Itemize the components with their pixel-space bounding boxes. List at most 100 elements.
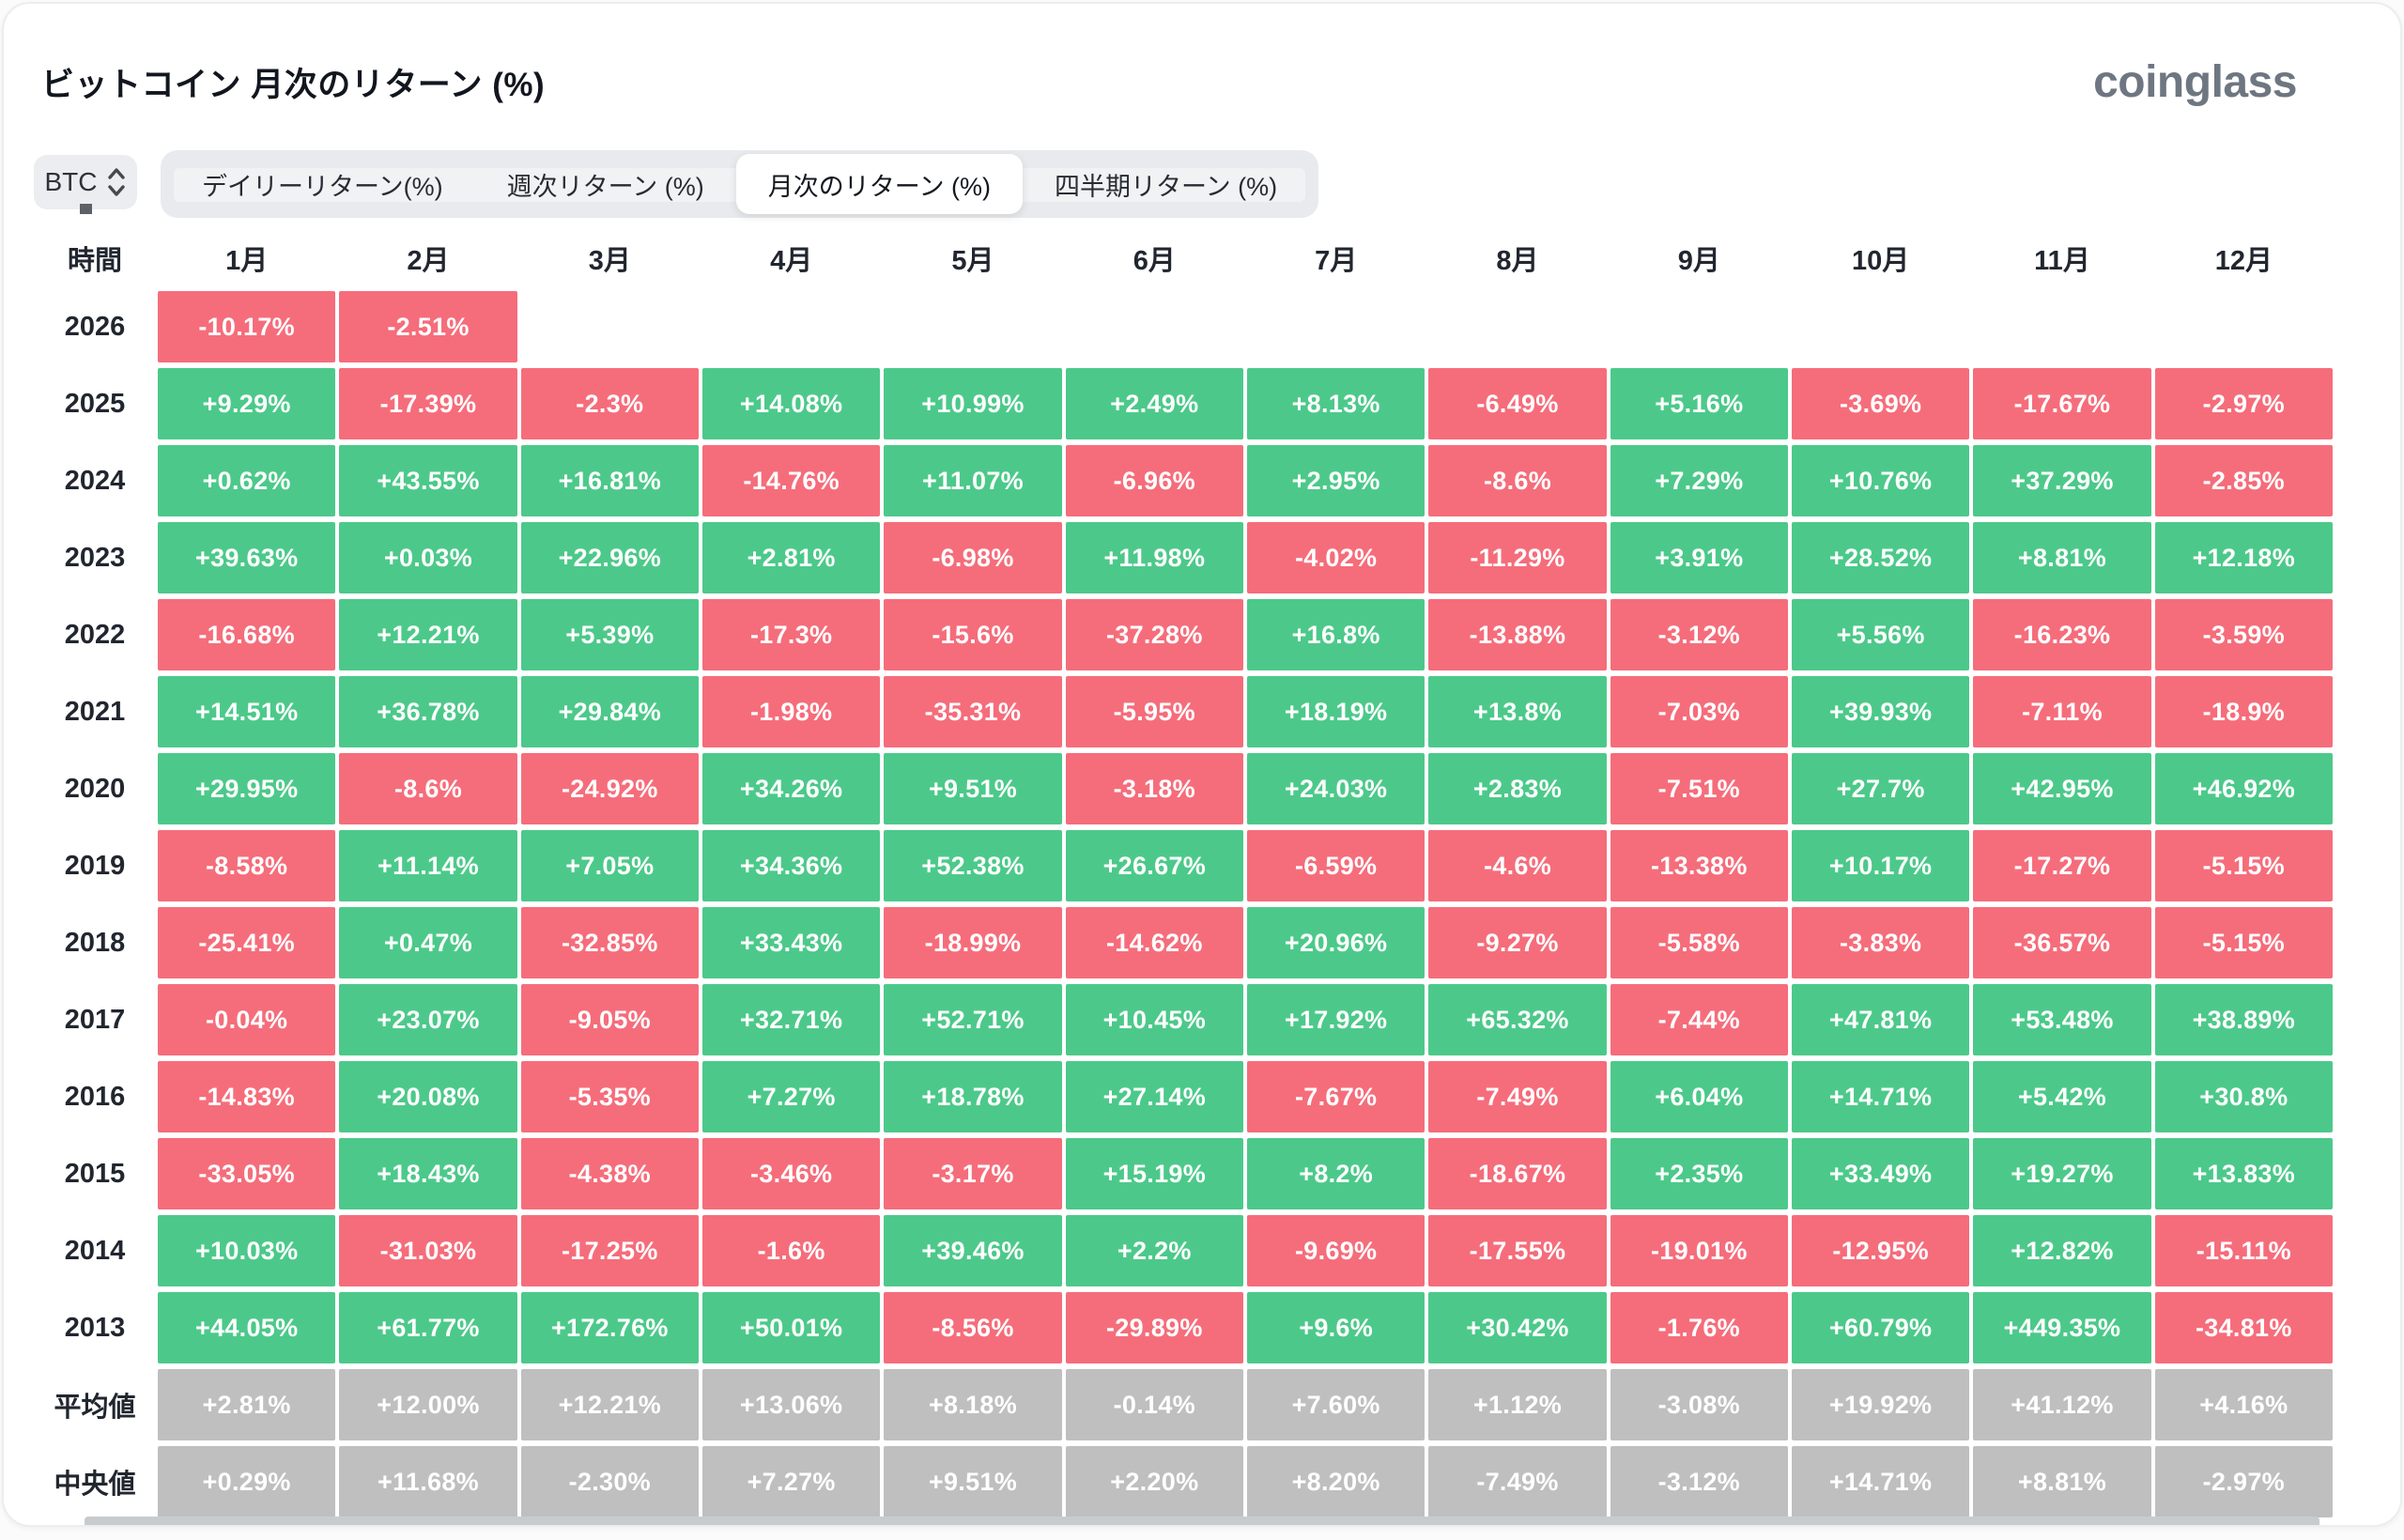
return-cell-2016-7月: -7.67% [1246, 1061, 1425, 1132]
return-cell-2021-4月: -1.98% [701, 676, 881, 747]
return-cell-2024-4月: -14.76% [701, 445, 881, 516]
return-cell-2016-2月: +20.08% [339, 1061, 517, 1132]
return-cell-2019-7月: -6.59% [1246, 830, 1425, 901]
return-cell-2022-12月: -3.59% [2154, 599, 2333, 670]
return-cell-2014-6月: +2.2% [1065, 1215, 1243, 1286]
return-cell-2017-3月: -9.05% [520, 984, 699, 1055]
return-cell-2013-3月: +172.76% [520, 1292, 699, 1363]
return-cell-2021-8月: +13.8% [1428, 676, 1607, 747]
row-label-2022: 2022 [64, 619, 126, 650]
return-cell-2019-3月: +7.05% [520, 830, 699, 901]
return-cell-平均値-10月: +19.92% [1791, 1369, 1970, 1440]
return-cell-2020-10月: +27.7% [1791, 753, 1970, 824]
return-cell-2022-11月: -16.23% [1973, 599, 2151, 670]
return-cell-2016-8月: -7.49% [1428, 1061, 1607, 1132]
return-cell-2014-4月: -1.6% [701, 1215, 881, 1286]
return-cell-2015-6月: +15.19% [1065, 1138, 1243, 1209]
row-label-平均値: 平均値 [54, 1393, 136, 1423]
return-cell-2024-11月: +37.29% [1973, 445, 2151, 516]
return-cell-2024-9月: +7.29% [1610, 445, 1788, 516]
return-cell-2026-1月: -10.17% [158, 291, 336, 362]
horizontal-scrollbar[interactable] [85, 1517, 2319, 1525]
return-cell-2021-1月: +14.51% [158, 676, 336, 747]
return-cell-2020-1月: +29.95% [158, 753, 336, 824]
return-cell-2018-3月: -32.85% [520, 907, 699, 978]
return-cell-2018-11月: -36.57% [1973, 907, 2151, 978]
return-cell-2023-7月: -4.02% [1246, 522, 1425, 593]
return-cell-2020-7月: +24.03% [1246, 753, 1425, 824]
empty-cell [1428, 291, 1606, 362]
tab-daily-returns[interactable]: デイリーリターン(%) [202, 172, 443, 201]
return-cell-2024-10月: +10.76% [1791, 445, 1970, 516]
tab-monthly-returns[interactable]: 月次のリターン (%) [735, 154, 1023, 214]
return-cell-2018-1月: -25.41% [158, 907, 336, 978]
header-cell-month-4: 4月 [770, 246, 813, 276]
return-cell-2021-5月: -35.31% [884, 676, 1062, 747]
return-cell-2015-1月: -33.05% [158, 1138, 336, 1209]
row-label-2016: 2016 [64, 1081, 126, 1112]
return-cell-中央値-9月: -3.12% [1610, 1446, 1788, 1517]
return-cell-2024-7月: +2.95% [1246, 445, 1425, 516]
return-cell-2015-7月: +8.2% [1246, 1138, 1425, 1209]
tab-weekly-returns[interactable]: 週次リターン (%) [506, 172, 704, 201]
return-cell-2025-9月: +5.16% [1610, 368, 1788, 439]
return-cell-2020-11月: +42.95% [1973, 753, 2151, 824]
empty-cell [1973, 291, 2150, 362]
tab-quarterly-returns[interactable]: 四半期リターン (%) [1054, 172, 1278, 201]
return-cell-2016-9月: +6.04% [1610, 1061, 1788, 1132]
return-cell-2022-7月: +16.8% [1246, 599, 1425, 670]
return-cell-2025-12月: -2.97% [2154, 368, 2333, 439]
row-label-2013: 2013 [64, 1312, 126, 1343]
row-label-2020: 2020 [64, 773, 126, 804]
return-cell-平均値-3月: +12.21% [520, 1369, 699, 1440]
return-cell-中央値-6月: +2.20% [1065, 1446, 1243, 1517]
return-cell-平均値-7月: +7.60% [1246, 1369, 1425, 1440]
header-cell-month-3: 3月 [588, 246, 631, 276]
return-cell-2021-11月: -7.11% [1973, 676, 2151, 747]
return-cell-2025-8月: -6.49% [1428, 368, 1607, 439]
empty-cell [884, 291, 1061, 362]
return-cell-2013-8月: +30.42% [1428, 1292, 1607, 1363]
return-cell-2017-4月: +32.71% [701, 984, 881, 1055]
return-cell-2015-4月: -3.46% [701, 1138, 881, 1209]
sort-arrows-icon [107, 168, 125, 196]
return-cell-2014-12月: -15.11% [2154, 1215, 2333, 1286]
return-cell-2013-10月: +60.79% [1791, 1292, 1970, 1363]
return-cell-2017-1月: -0.04% [158, 984, 336, 1055]
return-cell-2019-8月: -4.6% [1428, 830, 1607, 901]
return-cell-2014-10月: -12.95% [1791, 1215, 1970, 1286]
return-cell-2025-7月: +8.13% [1246, 368, 1425, 439]
return-cell-中央値-1月: +0.29% [158, 1446, 336, 1517]
return-cell-2015-2月: +18.43% [339, 1138, 517, 1209]
header-cell-month-12: 12月 [2214, 246, 2273, 276]
return-cell-2023-10月: +28.52% [1791, 522, 1970, 593]
row-label-2024: 2024 [64, 465, 126, 496]
return-cell-2022-5月: -15.6% [884, 599, 1062, 670]
return-cell-2013-2月: +61.77% [339, 1292, 517, 1363]
symbol-select[interactable]: BTC [34, 155, 137, 209]
return-cell-2016-10月: +14.71% [1791, 1061, 1970, 1132]
return-cell-2019-10月: +10.17% [1791, 830, 1970, 901]
empty-cell [702, 291, 880, 362]
return-cell-2023-6月: +11.98% [1065, 522, 1243, 593]
empty-cell [2155, 291, 2333, 362]
return-cell-中央値-11月: +8.81% [1973, 1446, 2151, 1517]
return-cell-2013-5月: -8.56% [884, 1292, 1062, 1363]
return-cell-2018-8月: -9.27% [1428, 907, 1607, 978]
return-cell-2025-6月: +2.49% [1065, 368, 1243, 439]
return-cell-2018-12月: -5.15% [2154, 907, 2333, 978]
return-cell-2019-2月: +11.14% [339, 830, 517, 901]
return-cell-2024-6月: -6.96% [1065, 445, 1243, 516]
controls-row: BTC デイリーリターン(%) 週次リターン (%) 月次のリターン (%) 四… [34, 150, 1319, 218]
return-cell-2019-12月: -5.15% [2154, 830, 2333, 901]
return-cell-2023-4月: +2.81% [701, 522, 881, 593]
return-cell-2021-12月: -18.9% [2154, 676, 2333, 747]
symbol-select-value: BTC [44, 167, 98, 196]
return-cell-2018-10月: -3.83% [1791, 907, 1970, 978]
return-cell-中央値-2月: +11.68% [339, 1446, 517, 1517]
return-cell-2022-9月: -3.12% [1610, 599, 1788, 670]
return-cell-2015-10月: +33.49% [1791, 1138, 1970, 1209]
return-cell-中央値-8月: -7.49% [1428, 1446, 1607, 1517]
return-cell-2013-6月: -29.89% [1065, 1292, 1243, 1363]
return-cell-2017-10月: +47.81% [1791, 984, 1970, 1055]
